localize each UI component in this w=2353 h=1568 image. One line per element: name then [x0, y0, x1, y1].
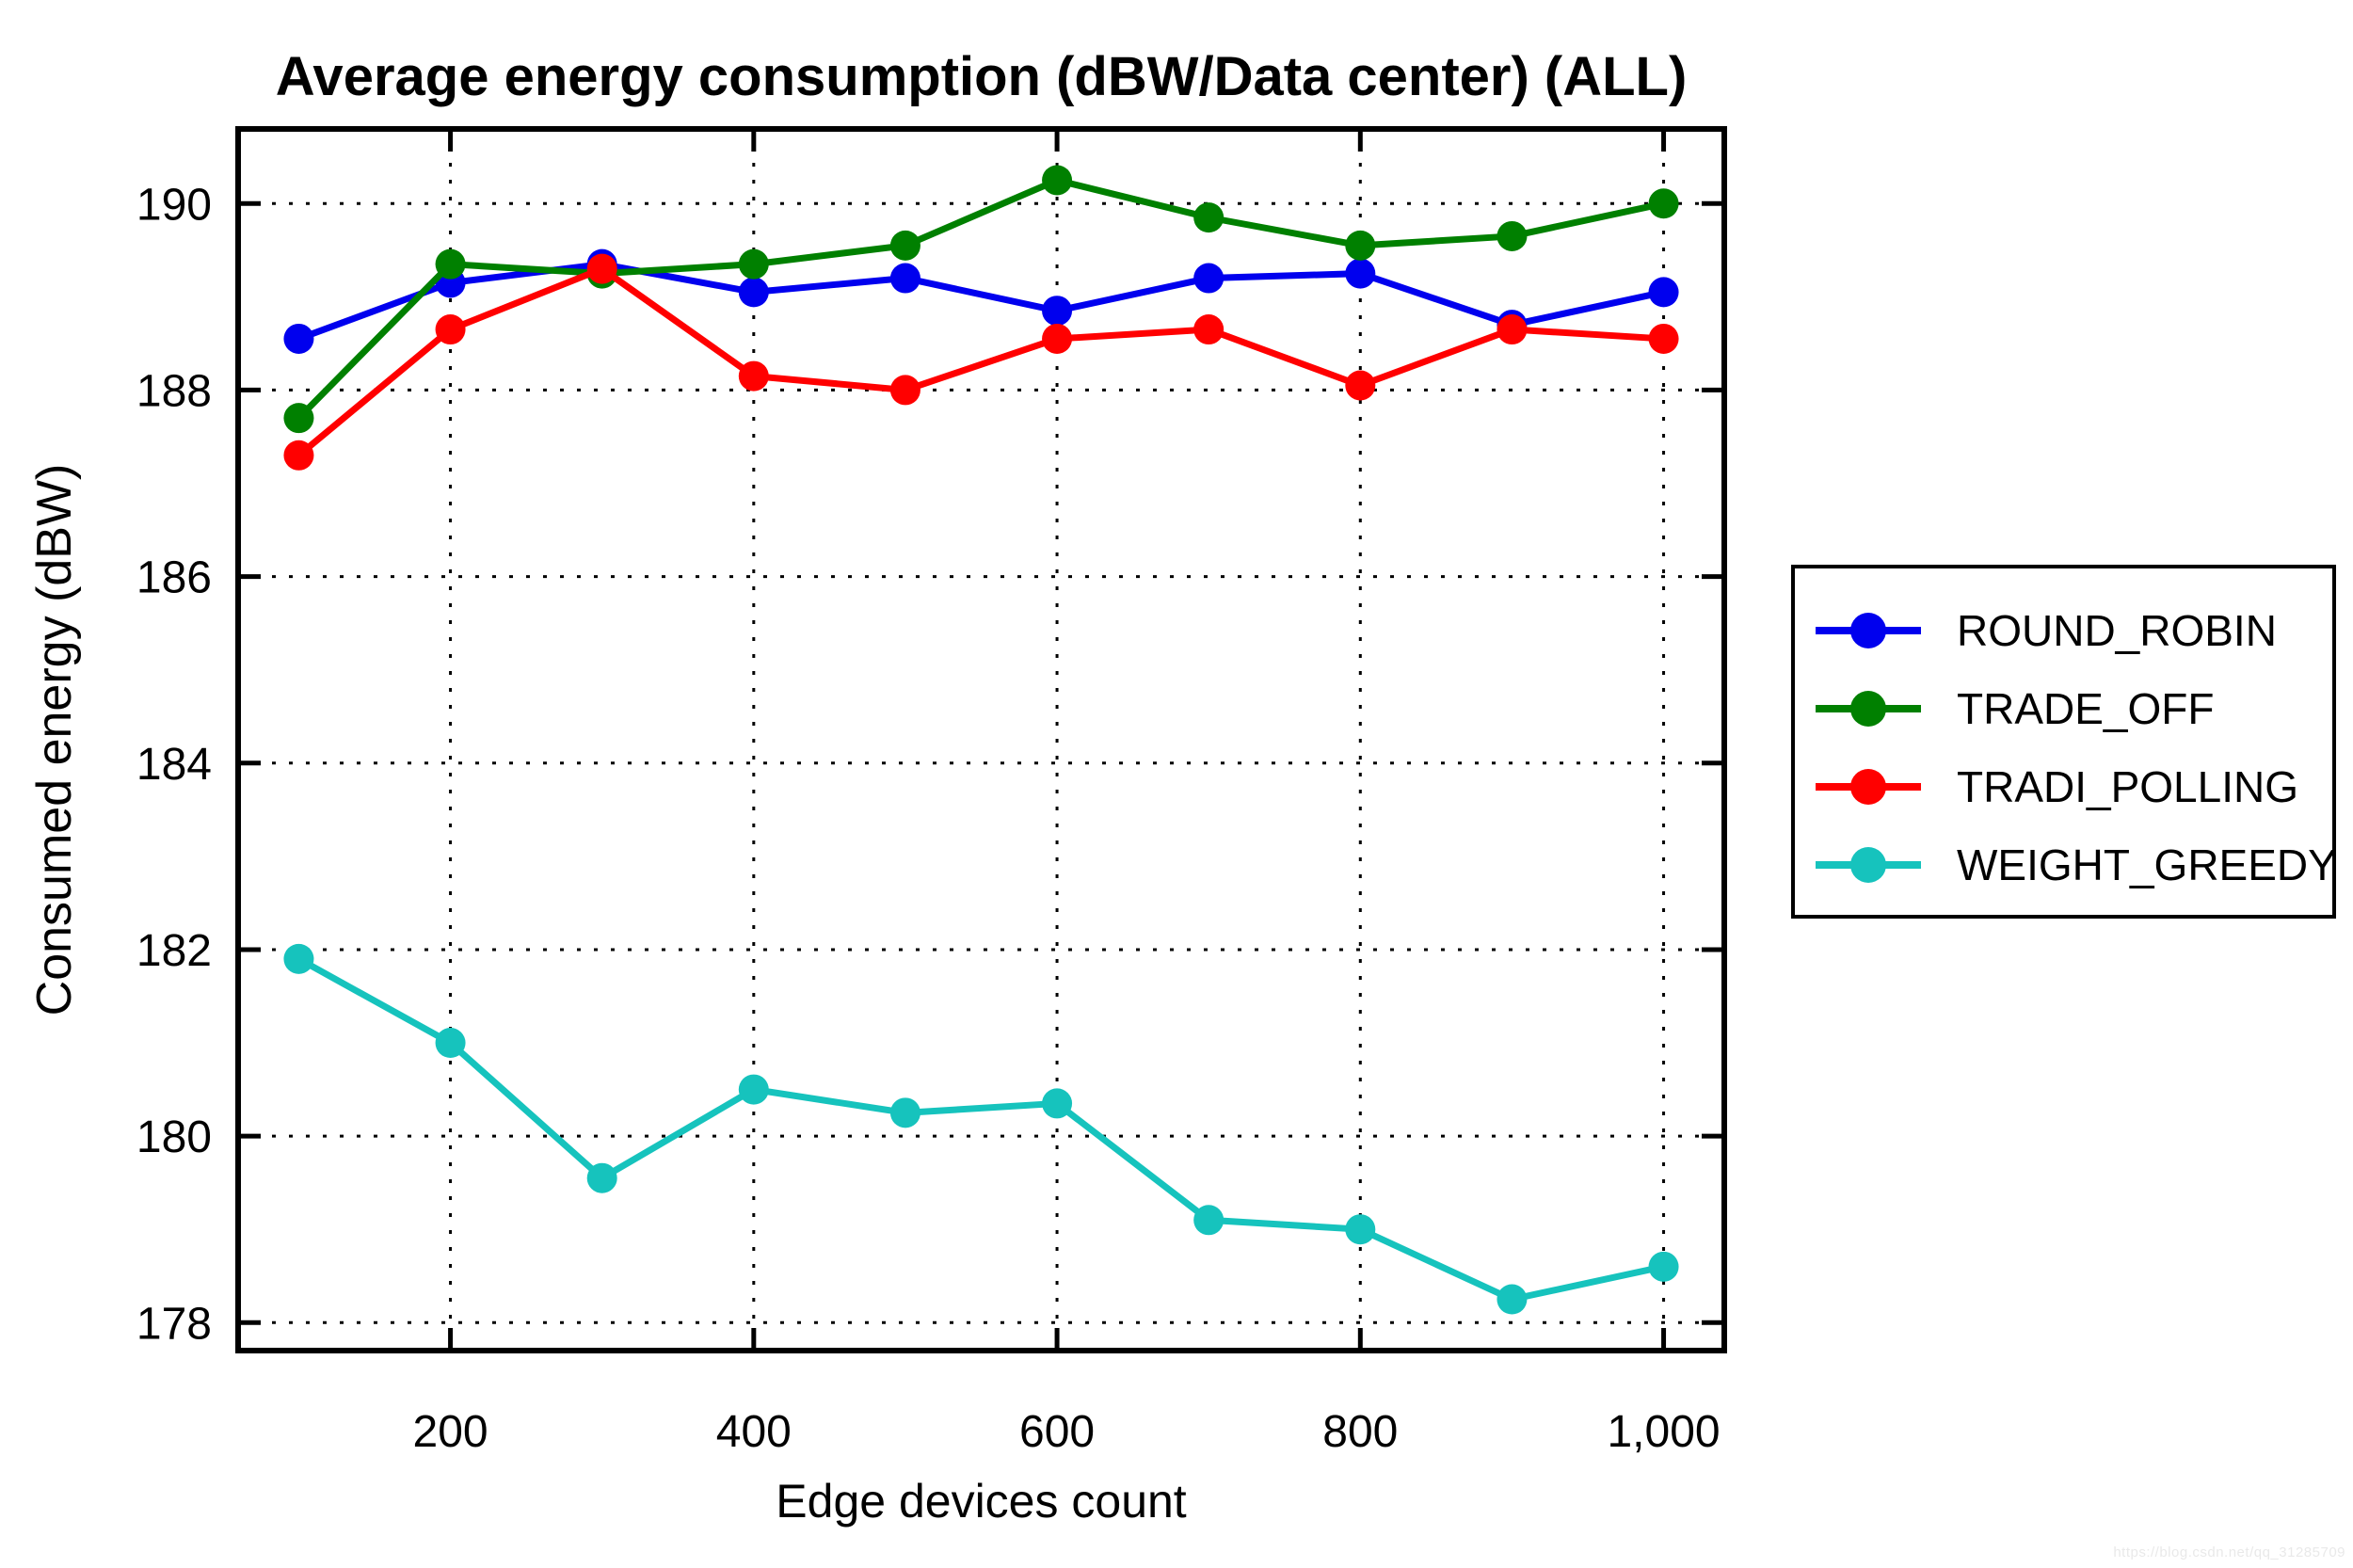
marker-TRADE_OFF-400 — [738, 248, 769, 280]
marker-TRADE_OFF-700 — [1193, 202, 1225, 233]
series-line-WEIGHT_GREEDY — [296, 955, 1665, 1304]
legend-marker-TRADE_OFF — [1816, 690, 1921, 727]
marker-TRADE_OFF-600 — [1042, 165, 1073, 196]
y-tick-188: 188 — [136, 366, 212, 416]
marker-TRADE_OFF-200 — [435, 248, 466, 280]
legend-item-ROUND_ROBIN: ROUND_ROBIN — [1795, 591, 2332, 669]
y-tick-182: 182 — [136, 926, 212, 976]
axis-ticks — [238, 129, 1724, 1351]
legend-label-TRADI_POLLING: TRADI_POLLING — [1957, 761, 2298, 811]
y-tick-180: 180 — [136, 1112, 212, 1162]
marker-TRADI_POLLING-400 — [738, 360, 769, 392]
series-TRADI_POLLING — [283, 253, 1679, 471]
series-TRADE_OFF — [283, 165, 1679, 434]
marker-TRADI_POLLING-800 — [1345, 370, 1376, 401]
series-line-TRADE_OFF — [296, 176, 1665, 421]
gridlines — [238, 129, 1724, 1351]
legend-item-WEIGHT_GREEDY: WEIGHT_GREEDY — [1795, 825, 2332, 904]
legend-item-TRADI_POLLING: TRADI_POLLING — [1795, 747, 2332, 825]
y-tick-178: 178 — [136, 1299, 212, 1349]
marker-WEIGHT_GREEDY-1000 — [1648, 1251, 1679, 1282]
marker-WEIGHT_GREEDY-900 — [1497, 1284, 1528, 1315]
legend-marker-ROUND_ROBIN — [1816, 612, 1921, 648]
y-tick-labels: 178 180 182 184 186 188 190 — [136, 180, 212, 1349]
marker-ROUND_ROBIN-700 — [1193, 263, 1225, 294]
marker-WEIGHT_GREEDY-500 — [889, 1097, 920, 1128]
x-tick-200: 200 — [413, 1407, 488, 1457]
x-tick-800: 800 — [1322, 1407, 1398, 1457]
marker-ROUND_ROBIN-1000 — [1648, 277, 1679, 308]
x-tick-600: 600 — [1019, 1407, 1095, 1457]
x-axis-label: Edge devices count — [776, 1475, 1187, 1528]
legend: ROUND_ROBIN TRADE_OFF TRADI_POLLING WEIGHT_… — [1791, 565, 2336, 919]
chart-title: Average energy consumption (dBW/Data cen… — [275, 46, 1688, 107]
series-line-TRADI_POLLING — [296, 264, 1664, 458]
marker-WEIGHT_GREEDY-100 — [283, 943, 314, 974]
marker-TRADE_OFF-800 — [1345, 230, 1376, 261]
x-tick-1000: 1,000 — [1607, 1407, 1720, 1457]
marker-TRADE_OFF-900 — [1497, 220, 1528, 251]
legend-label-ROUND_ROBIN: ROUND_ROBIN — [1957, 605, 2277, 655]
plot-frame — [235, 126, 1727, 1353]
marker-TRADI_POLLING-300 — [586, 253, 617, 284]
marker-ROUND_ROBIN-100 — [283, 323, 314, 354]
marker-TRADI_POLLING-1000 — [1648, 323, 1679, 354]
marker-ROUND_ROBIN-600 — [1042, 296, 1073, 327]
legend-label-WEIGHT_GREEDY: WEIGHT_GREEDY — [1957, 840, 2336, 889]
series-line-ROUND_ROBIN — [297, 261, 1665, 343]
marker-ROUND_ROBIN-800 — [1345, 258, 1376, 289]
marker-WEIGHT_GREEDY-200 — [435, 1028, 466, 1059]
marker-TRADE_OFF-500 — [889, 230, 920, 261]
marker-WEIGHT_GREEDY-600 — [1042, 1088, 1073, 1119]
marker-TRADE_OFF-1000 — [1648, 188, 1679, 219]
marker-WEIGHT_GREEDY-400 — [738, 1074, 769, 1105]
x-tick-400: 400 — [716, 1407, 792, 1457]
series-WEIGHT_GREEDY — [283, 943, 1679, 1315]
marker-TRADE_OFF-100 — [283, 403, 314, 434]
marker-TRADI_POLLING-700 — [1193, 314, 1225, 345]
y-tick-186: 186 — [136, 553, 212, 603]
marker-TRADI_POLLING-600 — [1042, 323, 1073, 354]
legend-item-TRADE_OFF: TRADE_OFF — [1795, 669, 2332, 747]
marker-WEIGHT_GREEDY-300 — [586, 1162, 617, 1193]
marker-WEIGHT_GREEDY-800 — [1345, 1214, 1376, 1245]
marker-TRADI_POLLING-200 — [435, 314, 466, 345]
legend-label-TRADE_OFF: TRADE_OFF — [1957, 683, 2215, 733]
marker-WEIGHT_GREEDY-700 — [1193, 1205, 1225, 1236]
marker-TRADI_POLLING-900 — [1497, 314, 1528, 345]
y-tick-184: 184 — [136, 740, 212, 790]
legend-marker-WEIGHT_GREEDY — [1816, 846, 1921, 883]
legend-marker-TRADI_POLLING — [1816, 768, 1921, 805]
watermark: https://blog.csdn.net/qq_31285709 — [2113, 1544, 2345, 1560]
marker-TRADI_POLLING-100 — [283, 440, 314, 471]
x-tick-labels: 200 400 600 800 1,000 — [413, 1407, 1721, 1457]
marker-ROUND_ROBIN-400 — [738, 277, 769, 308]
marker-TRADI_POLLING-500 — [889, 375, 920, 406]
y-tick-190: 190 — [136, 180, 212, 230]
marker-ROUND_ROBIN-500 — [889, 263, 920, 294]
